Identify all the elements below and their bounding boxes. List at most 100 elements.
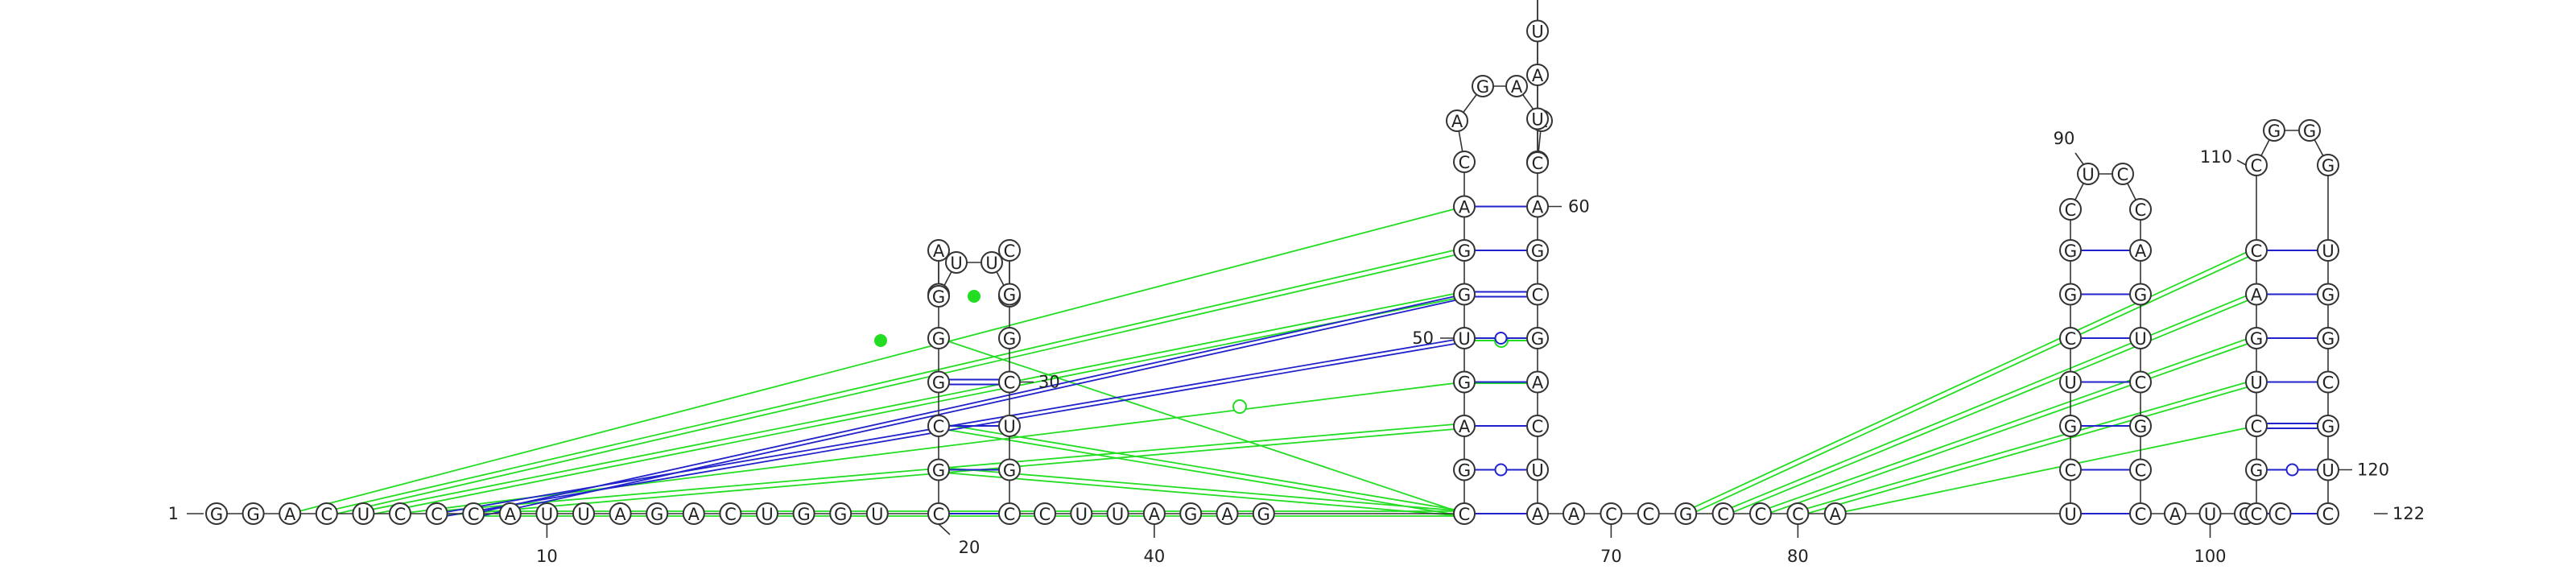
svg-text:G: G <box>2322 156 2334 176</box>
nucleotide: C <box>2245 502 2268 525</box>
tertiary-interaction-layer <box>289 205 2258 518</box>
svg-text:U: U <box>1531 110 1543 130</box>
position-label: 122 <box>2392 504 2425 523</box>
nucleotide: G <box>1252 502 1275 525</box>
tertiary-marker-open <box>1232 399 1247 414</box>
nucleotide: G <box>1453 370 1476 394</box>
nucleotide: U <box>945 251 968 274</box>
svg-text:U: U <box>2250 374 2262 393</box>
position-label: 1 <box>168 504 179 523</box>
svg-text:C: C <box>724 505 737 524</box>
position-label: 80 <box>1787 547 1809 566</box>
position-tick <box>938 523 951 535</box>
nucleotide: G <box>2298 119 2321 142</box>
nucleotide: G <box>2263 119 2285 142</box>
nucleotide: A <box>1823 502 1847 525</box>
svg-text:C: C <box>1642 505 1654 524</box>
base-pair-layer <box>949 205 2318 514</box>
nucleotide: C <box>1749 502 1772 525</box>
svg-text:U: U <box>357 505 369 524</box>
svg-text:C: C <box>2251 242 2263 261</box>
nucleotide: C <box>719 502 742 525</box>
svg-text:U: U <box>2322 242 2334 261</box>
svg-text:C: C <box>933 505 945 524</box>
nucleotide: C <box>927 502 950 525</box>
nucleotide: A <box>1216 502 1239 525</box>
tertiary-interaction <box>938 428 1464 517</box>
nucleotide: C <box>2245 239 2268 262</box>
svg-text:G: G <box>932 461 945 481</box>
nucleotide: A <box>1526 195 1549 218</box>
svg-text:A: A <box>1532 374 1544 393</box>
svg-text:A: A <box>2169 505 2182 524</box>
nucleotide: C <box>2059 198 2082 221</box>
pseudoknot-pair <box>473 293 1465 514</box>
svg-text:A: A <box>1451 112 1463 131</box>
tertiary-interaction <box>289 205 1465 514</box>
svg-text:G: G <box>2268 122 2281 141</box>
position-tick <box>2236 159 2247 166</box>
nucleotide: C <box>389 502 411 525</box>
nucleotide: G <box>829 502 852 525</box>
nucleotide: U <box>2317 458 2339 481</box>
position-label: 10 <box>536 547 558 566</box>
nucleotide: C <box>2059 327 2082 349</box>
nucleotide: A <box>1526 502 1549 525</box>
svg-text:G: G <box>932 329 945 349</box>
svg-text:G: G <box>1003 461 1016 481</box>
pseudoknot-pair <box>473 297 1465 518</box>
nucleotide: G <box>792 502 815 525</box>
svg-text:C: C <box>320 505 332 524</box>
nucleotide: G <box>998 283 1021 306</box>
svg-text:C: C <box>2251 505 2263 524</box>
nucleotide: U <box>352 502 375 525</box>
svg-text:A: A <box>505 505 517 524</box>
svg-text:A: A <box>1568 505 1580 524</box>
svg-text:C: C <box>394 505 407 524</box>
tertiary-interaction <box>1797 378 2256 512</box>
svg-text:C: C <box>1039 505 1051 524</box>
nucleotide: U <box>1070 502 1093 525</box>
nucleotide: G <box>1453 458 1476 481</box>
svg-text:A: A <box>688 505 700 524</box>
nucleotide: A <box>2129 239 2152 262</box>
nucleotide: C <box>1600 502 1623 525</box>
svg-text:U: U <box>985 254 997 273</box>
svg-text:C: C <box>933 417 945 436</box>
svg-text:G: G <box>210 505 223 524</box>
nucleotide: U <box>2129 327 2152 349</box>
nucleotide: C <box>927 415 950 437</box>
tertiary-interaction <box>939 423 1465 512</box>
svg-text:G: G <box>1679 505 1692 524</box>
nucleotide: G <box>2317 415 2339 437</box>
nucleotide: G <box>2317 283 2339 306</box>
svg-text:G: G <box>1458 242 1471 261</box>
svg-text:G: G <box>2134 286 2147 305</box>
nucleotide: A <box>498 502 522 525</box>
nucleotide: G <box>2059 239 2082 262</box>
svg-text:C: C <box>1004 505 1016 524</box>
tertiary-marker-filled <box>968 290 980 303</box>
svg-text:G: G <box>2250 329 2263 349</box>
nucleotide: C <box>1637 502 1660 525</box>
position-label: 110 <box>2200 147 2232 167</box>
tertiary-interaction <box>938 337 1465 514</box>
wobble-pair-marker <box>1494 463 1508 477</box>
svg-text:C: C <box>2322 505 2334 524</box>
nucleotide: U <box>1526 107 1549 130</box>
position-label: 90 <box>2054 129 2075 148</box>
svg-text:U: U <box>1112 505 1124 524</box>
nucleotide: C <box>998 370 1021 394</box>
nucleotide: U <box>2059 370 2082 394</box>
nucleotide: G <box>927 370 950 394</box>
nucleotide: G <box>927 327 950 349</box>
svg-text:G: G <box>1003 286 1016 305</box>
tertiary-interaction <box>1722 291 2256 513</box>
tertiary-interaction <box>436 428 1465 517</box>
nucleotide: G <box>2059 283 2082 306</box>
nucleotide: U <box>2245 370 2268 394</box>
nucleotide: C <box>2245 154 2268 176</box>
svg-text:C: C <box>1532 286 1544 305</box>
nucleotide: A <box>609 502 632 525</box>
